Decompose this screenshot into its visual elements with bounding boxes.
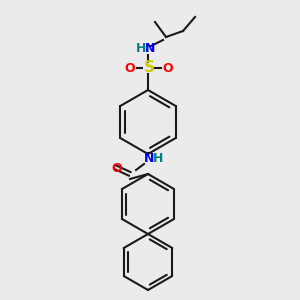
Text: N: N bbox=[145, 41, 155, 55]
Text: H: H bbox=[153, 152, 163, 166]
Text: O: O bbox=[125, 61, 135, 74]
Text: O: O bbox=[112, 161, 122, 175]
Text: H: H bbox=[136, 41, 146, 55]
Text: N: N bbox=[144, 152, 154, 166]
Text: S: S bbox=[143, 61, 155, 76]
Text: O: O bbox=[163, 61, 173, 74]
